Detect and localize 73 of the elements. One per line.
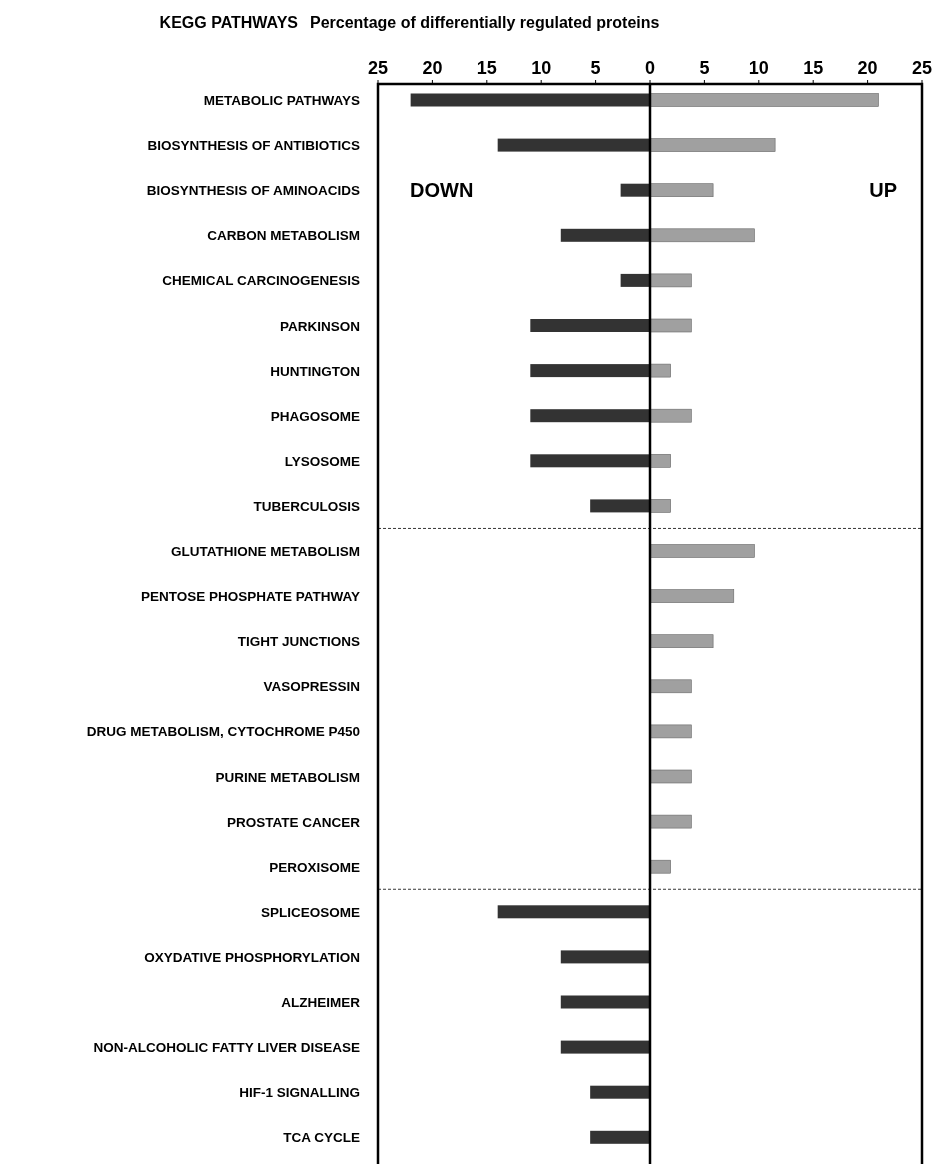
bar [649, 183, 714, 197]
bar [497, 905, 650, 919]
bar [649, 228, 755, 243]
y-tick-label: BIOSYNTHESIS OF AMINOACIDS [146, 183, 360, 199]
y-tick-label: GLUTATHIONE METABOLISM [171, 544, 360, 559]
bar [530, 409, 650, 423]
y-tick-label: PEROXISOME [269, 859, 360, 875]
x-tick-label: 25 [367, 58, 389, 78]
bar [560, 228, 650, 242]
bar [560, 995, 650, 1009]
x-tick-label: 10 [531, 58, 552, 78]
x-tick-label: 0 [644, 58, 656, 78]
bar [649, 724, 692, 739]
bar [649, 454, 671, 468]
bar [649, 408, 692, 423]
y-tick-label: SPLICEOSOME [260, 904, 360, 920]
bar [649, 769, 692, 784]
x-tick-label: 20 [422, 58, 443, 78]
bar [649, 589, 735, 603]
bar [530, 454, 650, 468]
x-tick-label: 10 [748, 58, 769, 78]
x-tick-label: 5 [590, 58, 601, 78]
annotation: DOWN [410, 179, 474, 202]
x-tick-label: 5 [699, 58, 710, 78]
y-axis-title: KEGG PATHWAYS [159, 14, 299, 31]
bar [620, 273, 650, 287]
bar [649, 544, 755, 558]
y-tick-label: ALZHEIMER [281, 995, 361, 1010]
y-tick-label: VASOPRESSIN [263, 679, 360, 695]
y-tick-label: PARKINSON [279, 318, 360, 334]
y-tick-label: HIF-1 SIGNALLING [239, 1085, 360, 1101]
bar [530, 364, 650, 378]
bar [649, 634, 714, 648]
bar [560, 1040, 650, 1054]
bar [649, 499, 671, 513]
bar [649, 318, 692, 333]
y-tick-label: PROSTATE CANCER [226, 814, 361, 830]
y-tick-label: TUBERCULOSIS [253, 498, 360, 514]
x-tick-label: 15 [803, 58, 824, 78]
x-tick-label: 25 [911, 58, 933, 78]
bar [620, 183, 650, 197]
bar [649, 679, 692, 694]
bar [649, 138, 776, 152]
bar [649, 273, 692, 288]
bar [649, 814, 692, 829]
y-tick-label: CARBON METABOLISM [207, 228, 360, 244]
y-tick-label: NON-ALCOHOLIC FATTY LIVER DISEASE [93, 1040, 360, 1056]
y-tick-label: TCA CYCLE [283, 1130, 360, 1146]
bar [590, 499, 650, 513]
y-tick-label: DRUG METABOLISM, CYTOCHROME P450 [86, 724, 360, 740]
x-tick-label: 15 [476, 58, 497, 78]
y-tick-label: PHAGOSOME [270, 408, 360, 424]
bar [530, 319, 650, 332]
y-tick-label: LYSOSOME [284, 453, 360, 469]
y-tick-label: BIOSYNTHESIS OF ANTIBIOTICS [147, 138, 360, 154]
bar [590, 1085, 650, 1099]
bar [410, 93, 650, 107]
y-tick-label: HUNTINGTON [270, 363, 360, 379]
annotation: UP [869, 179, 897, 202]
bar [649, 363, 671, 378]
bar [649, 93, 879, 107]
x-axis-title: Percentage of differentially regulated proteins [310, 14, 660, 31]
bar [497, 138, 650, 152]
y-tick-label: PURINE METABOLISM [215, 769, 360, 785]
bar [649, 859, 671, 874]
y-tick-label: CHEMICAL CARCINOGENESIS [162, 273, 360, 289]
y-tick-label: METABOLIC PATHWAYS [203, 93, 360, 108]
y-tick-label: TIGHT JUNCTIONS [237, 634, 360, 650]
x-tick-label: 20 [857, 58, 878, 78]
y-tick-label: PENTOSE PHOSPHATE PATHWAY [140, 589, 360, 605]
y-tick-label: OXYDATIVE PHOSPHORYLATION [144, 949, 360, 965]
bar [590, 1130, 650, 1144]
bar [560, 950, 650, 964]
